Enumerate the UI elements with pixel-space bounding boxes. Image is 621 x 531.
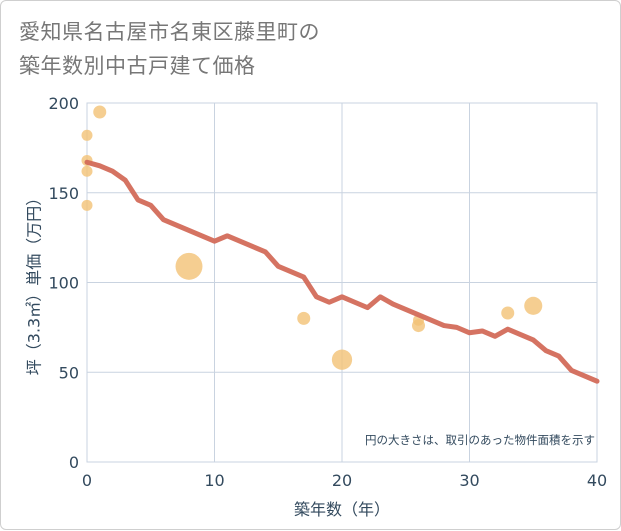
y-axis-label: 坪（3.3㎡）単価（万円） <box>25 190 44 375</box>
trend-line <box>84 159 600 384</box>
x-tick-label: 10 <box>204 471 224 490</box>
y-tick-label: 0 <box>69 453 79 472</box>
y-tick-label: 150 <box>48 184 79 203</box>
grid <box>86 102 598 463</box>
scatter-point <box>93 105 107 119</box>
scatter-point <box>524 296 543 315</box>
x-tick-label: 30 <box>459 471 479 490</box>
chart-title-line1: 愛知県名古屋市名東区藤里町の <box>19 20 320 44</box>
y-tick-label: 200 <box>48 94 79 113</box>
x-axis-label: 築年数（年） <box>294 500 390 519</box>
x-tick-label: 20 <box>332 471 352 490</box>
chart-title: 愛知県名古屋市名東区藤里町の 築年数別中古戸建て価格 <box>19 15 320 83</box>
scatter-point <box>501 306 515 320</box>
scatter-point <box>81 199 93 211</box>
scatter-point <box>297 311 311 325</box>
scatter-point <box>81 129 93 141</box>
scatter-point <box>175 252 203 280</box>
x-tick-label: 0 <box>82 471 92 490</box>
bubble-size-note: 円の大きさは、取引のあった物件面積を示す <box>365 433 595 447</box>
y-tick-label: 100 <box>48 274 79 293</box>
y-tick-label: 50 <box>59 363 79 382</box>
scatter-point <box>331 349 353 370</box>
axis-ticks: 0 50 100 150 200 0 10 20 30 40 <box>48 94 607 490</box>
scatter-series <box>81 105 543 370</box>
scatter-point <box>81 165 93 177</box>
trend-line-series <box>84 159 600 384</box>
chart-title-line2: 築年数別中古戸建て価格 <box>19 54 256 78</box>
x-tick-label: 40 <box>587 471 607 490</box>
